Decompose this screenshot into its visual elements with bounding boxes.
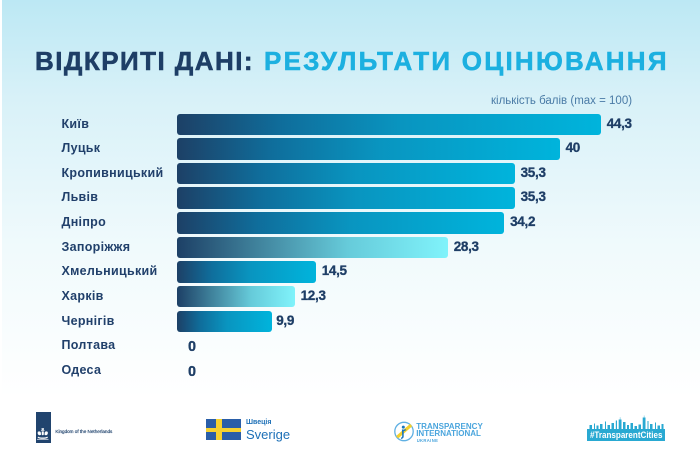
svg-text:#TransparentCities: #TransparentCities (590, 430, 663, 440)
